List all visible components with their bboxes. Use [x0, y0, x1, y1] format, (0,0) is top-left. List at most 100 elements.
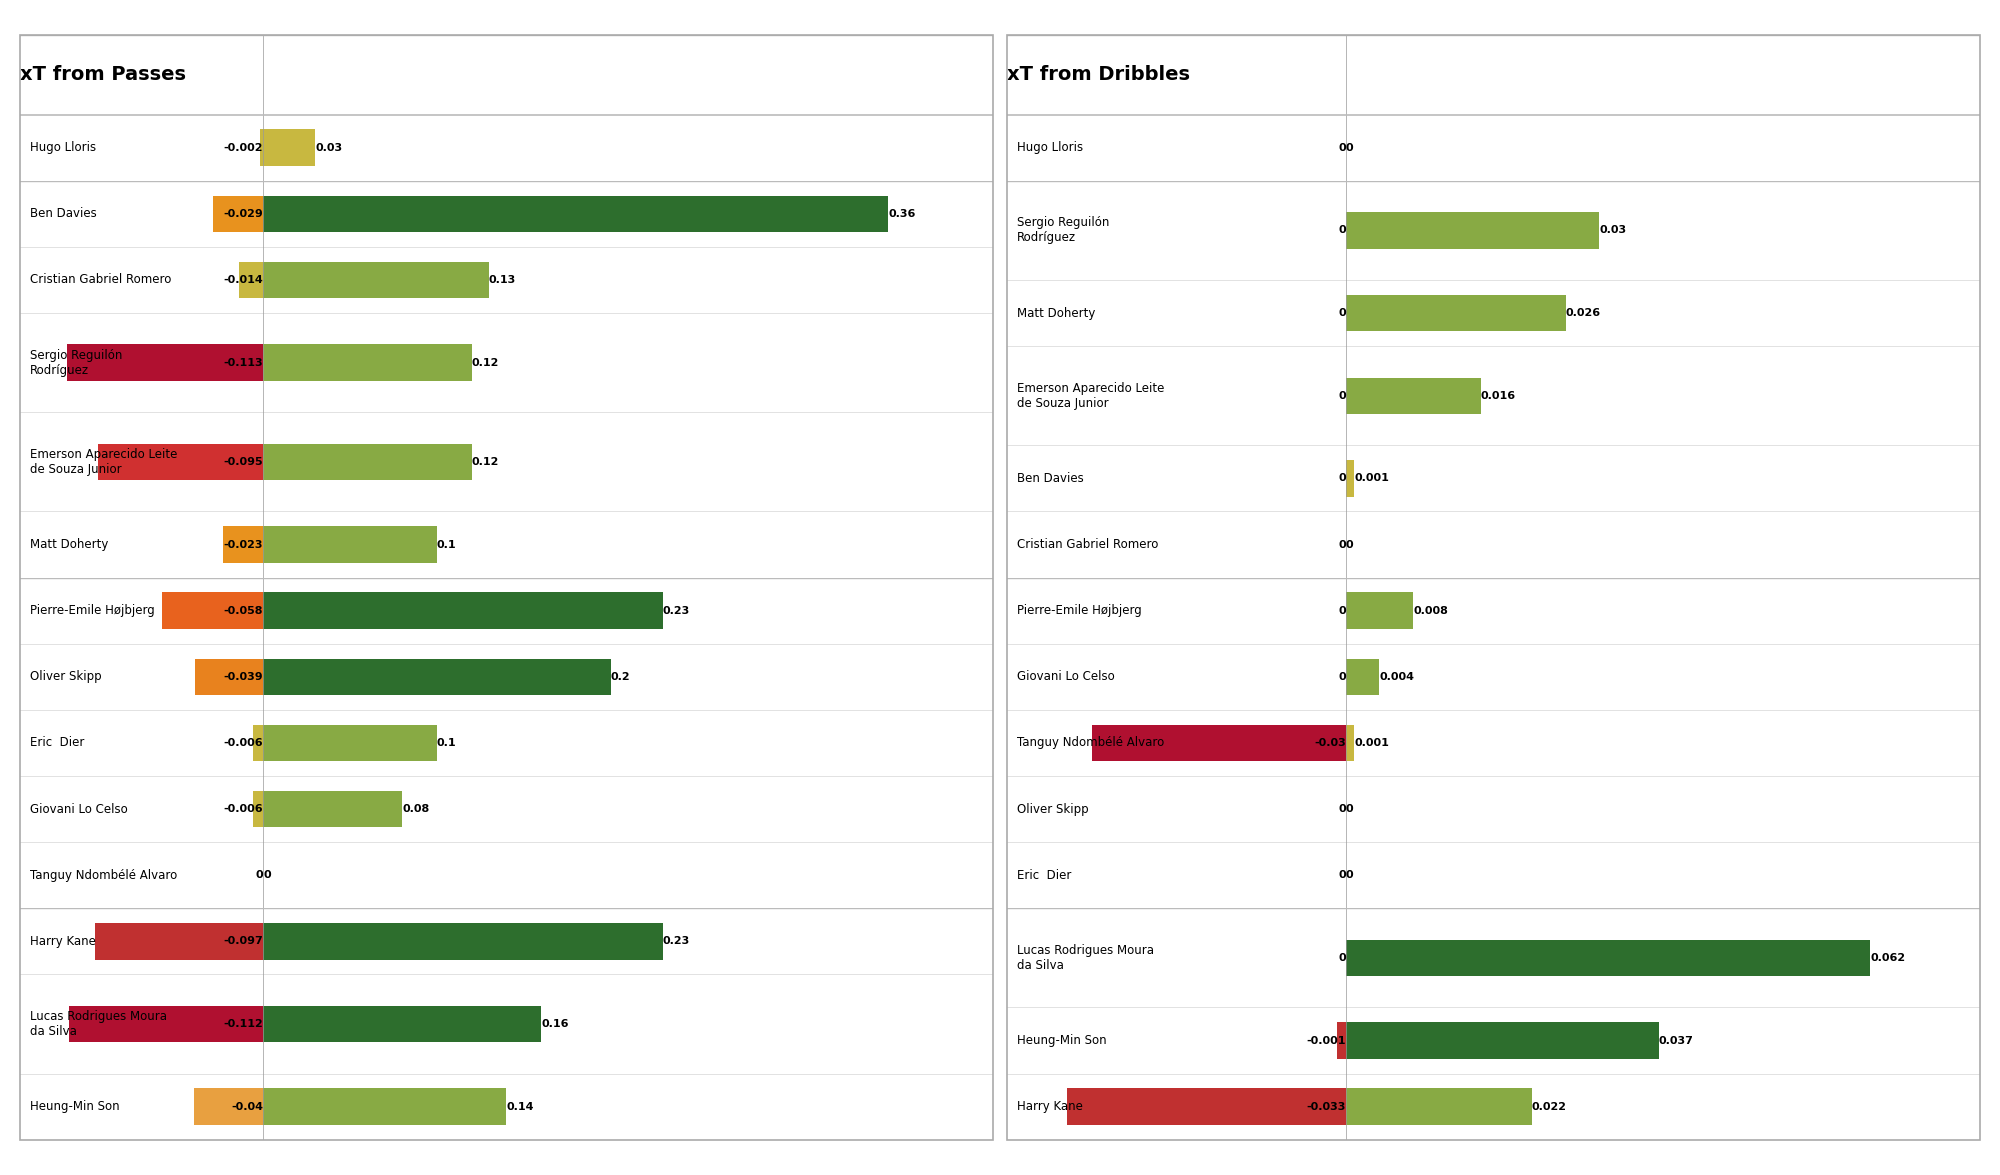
- Bar: [1346, 295, 1566, 331]
- Bar: [1346, 377, 1480, 414]
- Text: 0: 0: [264, 871, 270, 880]
- Text: 0.36: 0.36: [888, 209, 916, 219]
- Bar: [264, 262, 488, 298]
- Bar: [1346, 940, 1870, 976]
- Text: 0.001: 0.001: [1354, 474, 1388, 483]
- Text: Tanguy Ndombélé Alvaro: Tanguy Ndombélé Alvaro: [1018, 737, 1164, 750]
- Text: 0.12: 0.12: [472, 457, 498, 466]
- Text: 0.23: 0.23: [662, 936, 690, 946]
- Text: Cristian Gabriel Romero: Cristian Gabriel Romero: [1018, 538, 1158, 551]
- Text: 0.001: 0.001: [1354, 738, 1388, 748]
- Text: Hugo Lloris: Hugo Lloris: [1018, 141, 1084, 154]
- Text: xT from Dribbles: xT from Dribbles: [1008, 66, 1190, 85]
- Bar: [264, 659, 610, 694]
- Text: 0.008: 0.008: [1414, 605, 1448, 616]
- Text: 0: 0: [1338, 672, 1346, 681]
- Bar: [252, 725, 264, 761]
- Bar: [1346, 725, 1354, 761]
- Text: 0: 0: [1346, 142, 1354, 153]
- Text: 0.1: 0.1: [436, 738, 456, 748]
- Bar: [1338, 1022, 1346, 1059]
- Text: Lucas Rodrigues Moura
da Silva: Lucas Rodrigues Moura da Silva: [1018, 944, 1154, 972]
- Text: -0.03: -0.03: [1314, 738, 1346, 748]
- Text: -0.006: -0.006: [224, 738, 264, 748]
- Text: Matt Doherty: Matt Doherty: [1018, 307, 1096, 320]
- Text: -0.058: -0.058: [224, 605, 264, 616]
- Text: 0.1: 0.1: [436, 539, 456, 550]
- Text: 0: 0: [1338, 142, 1346, 153]
- Text: Sergio Reguilón
Rodríguez: Sergio Reguilón Rodríguez: [30, 349, 122, 377]
- Text: 0: 0: [1338, 539, 1346, 550]
- Text: 0: 0: [1338, 308, 1346, 318]
- Text: 0: 0: [256, 871, 264, 880]
- Text: xT from Passes: xT from Passes: [20, 66, 186, 85]
- Bar: [238, 262, 264, 298]
- Text: 0.12: 0.12: [472, 357, 498, 368]
- Text: 0.03: 0.03: [316, 142, 342, 153]
- Bar: [66, 344, 264, 381]
- Text: -0.006: -0.006: [224, 804, 264, 814]
- Text: -0.113: -0.113: [224, 357, 264, 368]
- Text: Tanguy Ndombélé Alvaro: Tanguy Ndombélé Alvaro: [30, 868, 176, 881]
- Text: Cristian Gabriel Romero: Cristian Gabriel Romero: [30, 274, 172, 287]
- Text: Harry Kane: Harry Kane: [30, 935, 96, 948]
- Text: -0.014: -0.014: [224, 275, 264, 286]
- Text: -0.095: -0.095: [224, 457, 264, 466]
- Text: 0.037: 0.037: [1658, 1035, 1694, 1046]
- Bar: [68, 1006, 264, 1042]
- Text: Ben Davies: Ben Davies: [30, 207, 96, 221]
- Text: Pierre-Emile Højbjerg: Pierre-Emile Højbjerg: [1018, 604, 1142, 617]
- Bar: [264, 444, 472, 481]
- Text: 0.2: 0.2: [610, 672, 630, 681]
- Text: Oliver Skipp: Oliver Skipp: [30, 670, 102, 684]
- Bar: [264, 1088, 506, 1124]
- Text: 0: 0: [1338, 474, 1346, 483]
- Bar: [196, 659, 264, 694]
- Bar: [1346, 213, 1600, 249]
- Text: Eric  Dier: Eric Dier: [1018, 868, 1072, 881]
- Bar: [1346, 1022, 1658, 1059]
- Bar: [1066, 1088, 1346, 1124]
- Bar: [1346, 659, 1380, 694]
- Text: -0.033: -0.033: [1306, 1102, 1346, 1112]
- Text: 0: 0: [1346, 804, 1354, 814]
- Bar: [260, 129, 264, 166]
- Text: Harry Kane: Harry Kane: [1018, 1100, 1082, 1113]
- Bar: [1092, 725, 1346, 761]
- Text: 0.026: 0.026: [1566, 308, 1600, 318]
- Text: 0: 0: [1338, 871, 1346, 880]
- Text: -0.039: -0.039: [224, 672, 264, 681]
- Bar: [224, 526, 264, 563]
- Text: Emerson Aparecido Leite
de Souza Junior: Emerson Aparecido Leite de Souza Junior: [30, 448, 178, 476]
- Bar: [264, 195, 888, 231]
- Text: 0: 0: [1338, 226, 1346, 235]
- Text: Heung-Min Son: Heung-Min Son: [1018, 1034, 1106, 1047]
- Text: -0.001: -0.001: [1306, 1035, 1346, 1046]
- Bar: [264, 526, 436, 563]
- Text: -0.023: -0.023: [224, 539, 264, 550]
- Text: -0.002: -0.002: [224, 142, 264, 153]
- Bar: [1346, 461, 1354, 497]
- Text: 0.016: 0.016: [1480, 391, 1516, 401]
- Text: 0.004: 0.004: [1380, 672, 1414, 681]
- Text: Oliver Skipp: Oliver Skipp: [1018, 803, 1088, 815]
- Text: 0: 0: [1338, 605, 1346, 616]
- Text: 0.16: 0.16: [542, 1019, 568, 1029]
- Bar: [1346, 592, 1414, 629]
- Text: Ben Davies: Ben Davies: [1018, 472, 1084, 485]
- Text: Emerson Aparecido Leite
de Souza Junior: Emerson Aparecido Leite de Souza Junior: [1018, 382, 1164, 410]
- Text: Pierre-Emile Højbjerg: Pierre-Emile Højbjerg: [30, 604, 154, 617]
- Text: -0.097: -0.097: [224, 936, 264, 946]
- Text: 0.14: 0.14: [506, 1102, 534, 1112]
- Text: 0.13: 0.13: [488, 275, 516, 286]
- Text: Sergio Reguilón
Rodríguez: Sergio Reguilón Rodríguez: [1018, 216, 1110, 244]
- Text: 0: 0: [1338, 804, 1346, 814]
- Bar: [264, 344, 472, 381]
- Bar: [162, 592, 264, 629]
- Bar: [212, 195, 264, 231]
- Bar: [98, 444, 264, 481]
- Text: 0.03: 0.03: [1600, 226, 1626, 235]
- Text: -0.112: -0.112: [224, 1019, 264, 1029]
- Text: Giovani Lo Celso: Giovani Lo Celso: [1018, 670, 1114, 684]
- Text: Hugo Lloris: Hugo Lloris: [30, 141, 96, 154]
